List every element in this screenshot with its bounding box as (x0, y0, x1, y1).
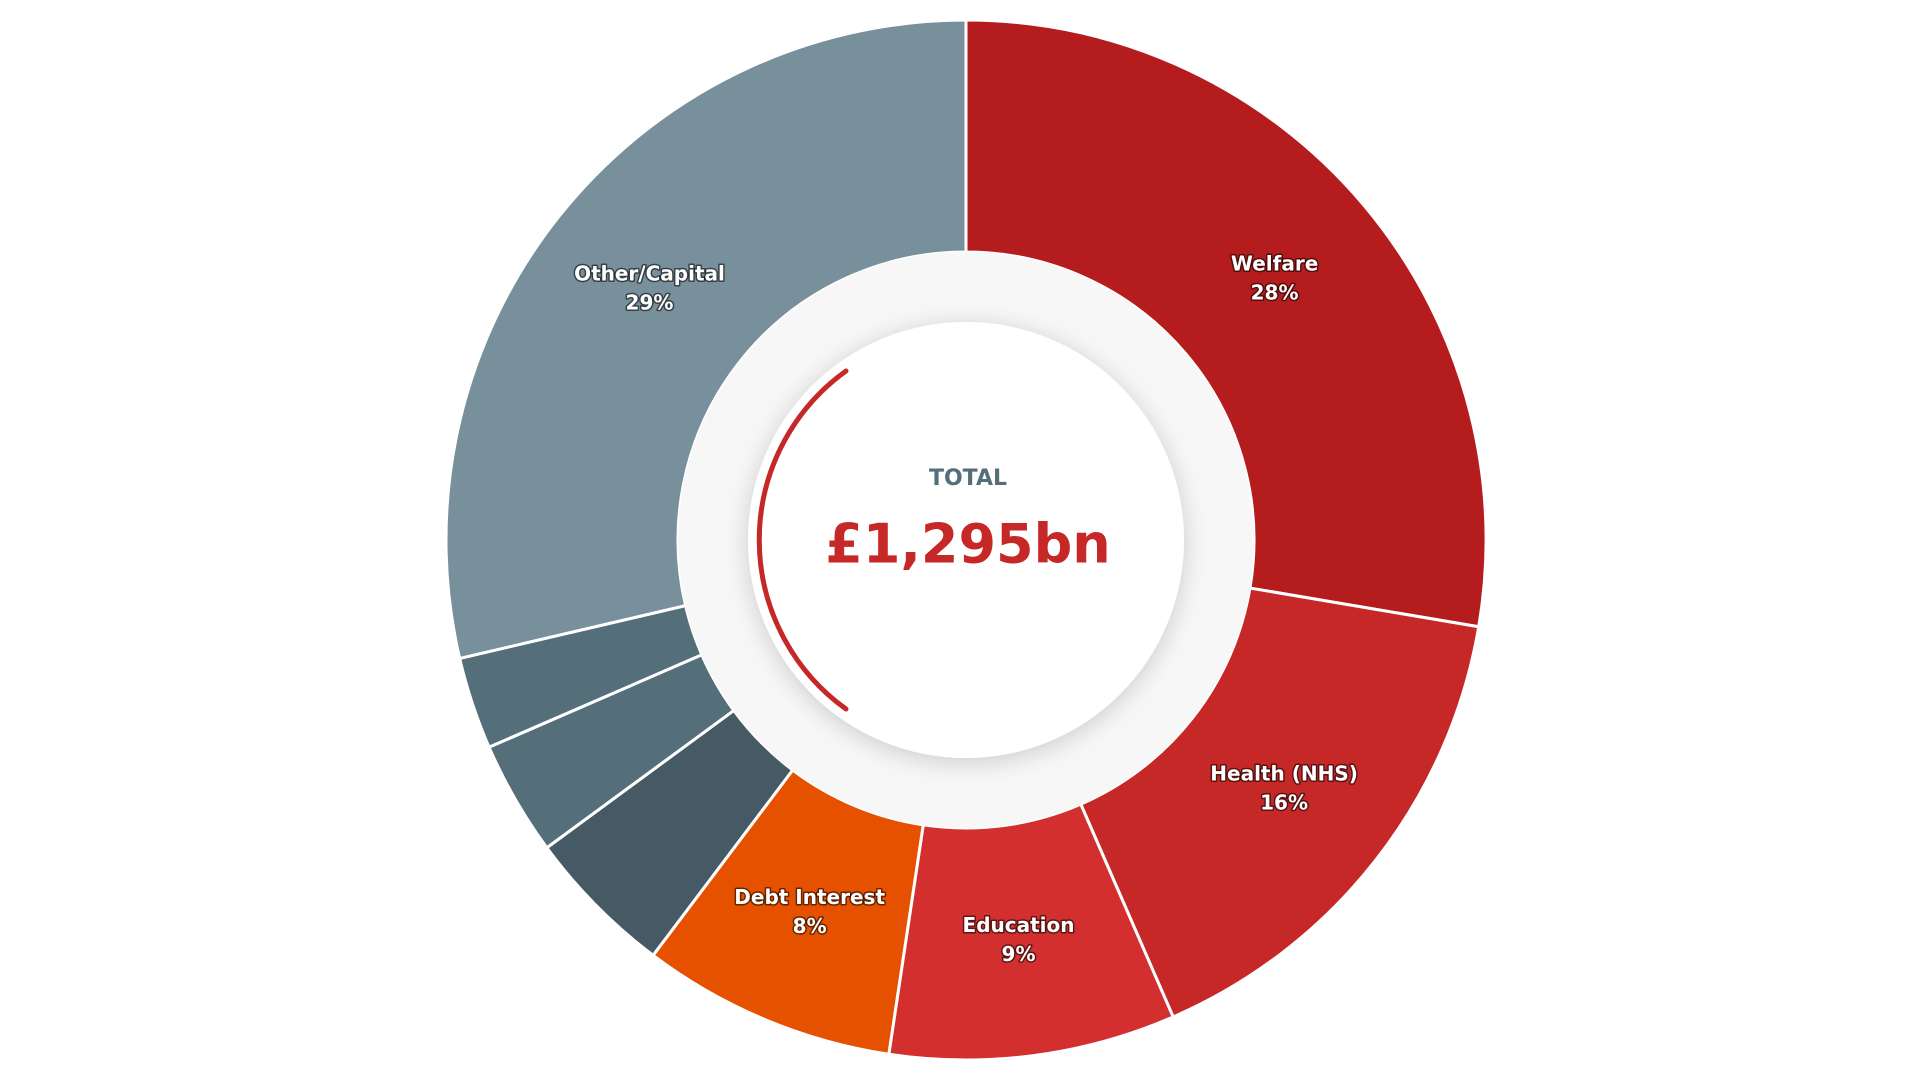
slice-value: 9% (1002, 942, 1036, 966)
center-value: £1,295bn (825, 513, 1110, 576)
slice-value: 29% (626, 290, 674, 314)
slice-label: Welfare (1231, 252, 1318, 276)
donut (444, 18, 1488, 1062)
slice-label: Other/Capital (574, 261, 725, 285)
slice-value: 28% (1251, 281, 1299, 305)
labels: Welfare 28% Health (NHS) 16% Education 9% Debt… (573, 250, 1360, 967)
slice-value: 16% (1260, 791, 1308, 815)
center-disc (748, 322, 1184, 758)
slice-label: Debt Interest (734, 885, 885, 909)
center-label: TOTAL (929, 466, 1007, 491)
decorative-arc (756, 368, 849, 712)
slice-label: Education (963, 913, 1075, 937)
slice-label: Health (NHS) (1210, 762, 1358, 786)
slice-value: 8% (793, 914, 827, 938)
